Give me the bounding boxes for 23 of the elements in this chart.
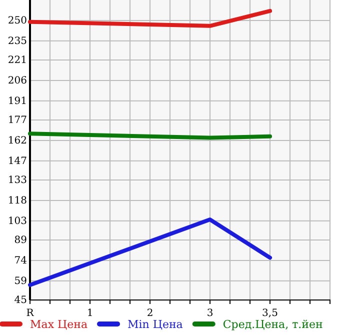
x-tick-label: 3,5	[262, 308, 278, 320]
y-tick-label: 235	[8, 36, 27, 48]
x-tick-label: R	[26, 308, 34, 320]
y-tick-label: 191	[8, 96, 27, 108]
y-tick-label: 221	[8, 55, 27, 66]
x-tick-label: 2	[146, 308, 154, 320]
x-tick-label: 3	[206, 308, 214, 320]
y-tick-label: 45	[14, 295, 27, 306]
y-tick-label: 206	[8, 76, 27, 87]
y-tick-label: 59	[14, 276, 27, 288]
x-tick-label: 1	[86, 308, 94, 320]
y-tick-label: 177	[8, 115, 27, 126]
y-tick-label: 118	[8, 196, 27, 207]
y-tick-label: 250	[8, 16, 27, 27]
legend-label: Max Цена	[30, 318, 88, 331]
y-tick-label: 74	[14, 256, 27, 267]
y-tick-label: 147	[8, 156, 27, 168]
y-tick-label: 89	[14, 235, 27, 246]
y-tick-label: 133	[8, 175, 27, 186]
y-tick-label: 103	[8, 216, 27, 228]
legend-label: Min Цена	[128, 318, 184, 331]
legend-label: Сред.Цена, т.йен	[222, 318, 323, 331]
y-tick-label: 162	[8, 136, 27, 147]
